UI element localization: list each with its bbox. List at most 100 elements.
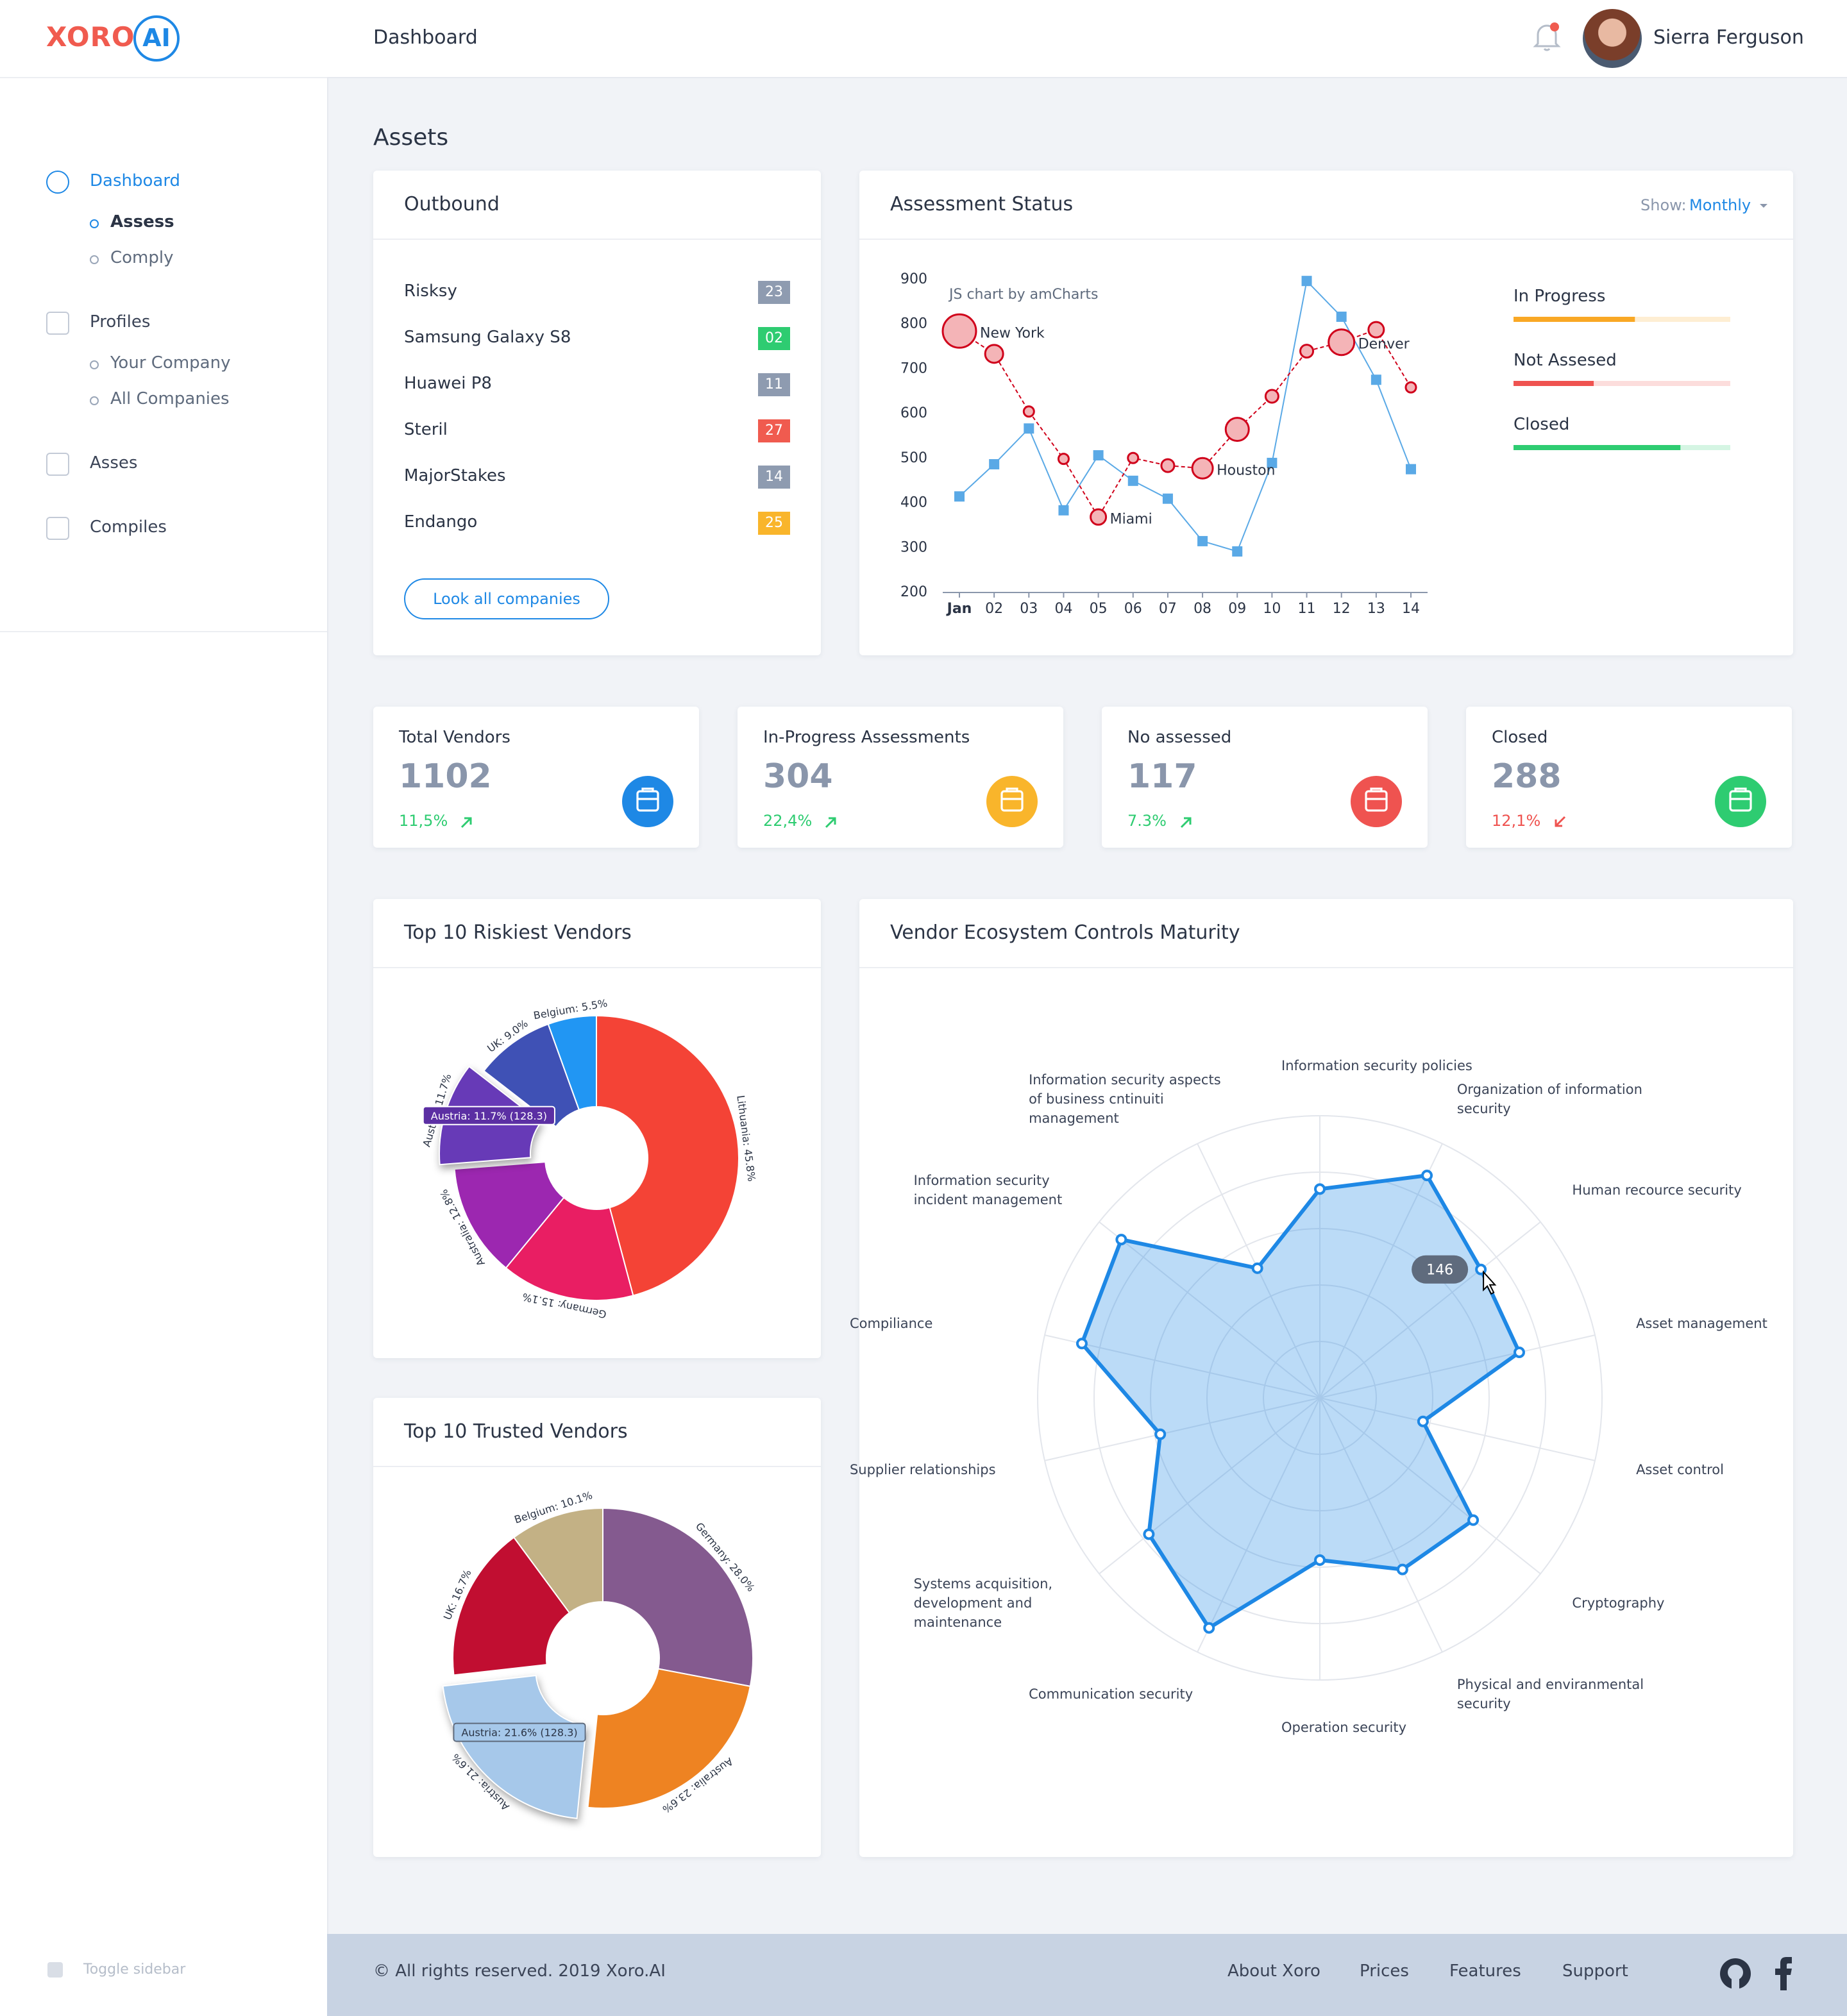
card-title: Top 10 Trusted Vendors bbox=[404, 1420, 628, 1443]
nav-icon bbox=[46, 171, 69, 194]
nav-child[interactable]: Your Company bbox=[110, 354, 231, 373]
logo-badge: AI bbox=[133, 15, 180, 62]
riskiest-card: Top 10 Riskiest Vendors bbox=[373, 899, 821, 1358]
nav-child[interactable]: Assess bbox=[110, 213, 174, 232]
stat-title: Total Vendors bbox=[399, 728, 510, 748]
stat-icon bbox=[1351, 776, 1402, 827]
stat-change: 22,4% bbox=[763, 812, 813, 830]
vendor-badge: 11 bbox=[758, 373, 790, 396]
section-title: Assets bbox=[373, 124, 449, 151]
nav-icon bbox=[46, 517, 69, 540]
axis-label: Physical and enviranmental security bbox=[1456, 1677, 1644, 1713]
footer-link[interactable]: About Xoro bbox=[1227, 1962, 1320, 1981]
filter-value[interactable]: Monthly bbox=[1689, 196, 1751, 214]
stat-card: Closed 288 12,1% bbox=[1466, 707, 1792, 848]
stat-icon bbox=[986, 776, 1038, 827]
card-divider bbox=[859, 967, 1793, 968]
bell-icon[interactable] bbox=[1533, 22, 1561, 53]
nav-child[interactable]: Comply bbox=[110, 249, 174, 268]
radar-card: Vendor Ecosystem Controls Maturity Infor… bbox=[850, 899, 1793, 1857]
nav-item[interactable]: Asses bbox=[90, 454, 138, 473]
axis-label: Asset management bbox=[1636, 1316, 1767, 1332]
axis-label: Cryptography bbox=[1572, 1595, 1665, 1611]
toggle-icon[interactable] bbox=[47, 1962, 63, 1978]
card-divider bbox=[859, 239, 1793, 240]
legend-label: In Progress bbox=[1514, 287, 1606, 307]
stat-value: 304 bbox=[763, 758, 833, 796]
vendor-name: MajorStakes bbox=[404, 467, 506, 486]
trend-arrow bbox=[460, 817, 472, 828]
github-icon[interactable] bbox=[1719, 1957, 1752, 1990]
nav-item[interactable]: Dashboard bbox=[90, 172, 181, 191]
card-divider bbox=[373, 967, 821, 968]
stat-card: Total Vendors 1102 11,5% bbox=[373, 707, 699, 848]
stat-change: 12,1% bbox=[1492, 812, 1541, 830]
assessment-card: Assessment Status Show: Monthly In Progr… bbox=[859, 171, 1793, 655]
vendor-name: Risksy bbox=[404, 282, 457, 301]
axis-label: Supplier relationships bbox=[849, 1463, 996, 1479]
stat-title: In-Progress Assessments bbox=[763, 728, 970, 748]
vendor-badge: 02 bbox=[758, 327, 790, 350]
stat-icon bbox=[1715, 776, 1766, 827]
stat-card: In-Progress Assessments 304 22,4% bbox=[738, 707, 1063, 848]
nav-bullet bbox=[90, 255, 99, 264]
copyright: © All rights reserved. 2019 Xoro.AI bbox=[373, 1962, 666, 1981]
nav-icon bbox=[46, 453, 69, 476]
card-title: Top 10 Riskiest Vendors bbox=[404, 921, 632, 944]
axis-label: Human recource security bbox=[1572, 1183, 1742, 1199]
axis-label: Information security policies bbox=[1281, 1059, 1472, 1074]
vendor-badge: 27 bbox=[758, 419, 790, 442]
stat-value: 117 bbox=[1127, 758, 1197, 796]
stat-change: 11,5% bbox=[399, 812, 448, 830]
vendor-name: Samsung Galaxy S8 bbox=[404, 328, 571, 348]
top-bar: Dashboard Sierra Ferguson bbox=[327, 0, 1847, 78]
sidebar: XORO AI Dashboard Assess Comply Profiles You… bbox=[0, 0, 328, 2016]
axis-label: Information security aspects of business… bbox=[1029, 1072, 1221, 1127]
nav-item[interactable]: Compiles bbox=[90, 518, 167, 537]
nav-child[interactable]: All Companies bbox=[110, 390, 230, 409]
vendor-name: Endango bbox=[404, 513, 478, 532]
avatar[interactable] bbox=[1583, 9, 1642, 68]
nav-bullet bbox=[90, 396, 99, 405]
legend-label: Closed bbox=[1514, 416, 1570, 435]
axis-label: Operation security bbox=[1281, 1720, 1407, 1736]
footer-link[interactable]: Support bbox=[1562, 1962, 1628, 1981]
facebook-icon[interactable] bbox=[1774, 1956, 1794, 1992]
nav-bullet bbox=[90, 219, 99, 228]
card-title: Outbound bbox=[404, 192, 500, 215]
stat-title: No assessed bbox=[1127, 728, 1232, 748]
trend-arrow bbox=[1180, 817, 1192, 828]
stat-change: 7.3% bbox=[1127, 812, 1167, 830]
toggle-sidebar[interactable]: Toggle sidebar bbox=[83, 1961, 186, 1978]
look-all-button[interactable]: Look all companies bbox=[404, 578, 609, 619]
nav-item[interactable]: Profiles bbox=[90, 313, 151, 332]
footer: © All rights reserved. 2019 Xoro.AI Abou… bbox=[327, 1934, 1847, 2016]
footer-link[interactable]: Features bbox=[1449, 1962, 1521, 1981]
trend-arrow bbox=[1555, 816, 1566, 827]
vendor-badge: 14 bbox=[758, 466, 790, 489]
user-name[interactable]: Sierra Ferguson bbox=[1653, 26, 1804, 49]
axis-label: Information security incident management bbox=[913, 1173, 1063, 1209]
divider bbox=[0, 631, 327, 632]
legend-label: Not Assesed bbox=[1514, 351, 1617, 371]
stat-value: 288 bbox=[1492, 758, 1562, 796]
vendor-name: Huawei P8 bbox=[404, 374, 492, 394]
stat-card: No assessed 117 7.3% bbox=[1102, 707, 1428, 848]
page-title: Dashboard bbox=[373, 26, 478, 49]
dropdown-caret[interactable] bbox=[1758, 203, 1769, 210]
axis-label: Organization of information security bbox=[1456, 1082, 1642, 1117]
stat-title: Closed bbox=[1492, 728, 1548, 748]
logo-text: XORO bbox=[46, 22, 135, 53]
logo-area: XORO AI bbox=[0, 0, 327, 78]
axis-label: Compiliance bbox=[849, 1316, 933, 1332]
card-title: Assessment Status bbox=[890, 192, 1074, 215]
axis-label: Asset control bbox=[1636, 1463, 1724, 1479]
vendor-badge: 25 bbox=[758, 512, 790, 535]
card-divider bbox=[373, 1466, 821, 1467]
footer-link[interactable]: Prices bbox=[1360, 1962, 1409, 1981]
axis-label: Communication security bbox=[1029, 1687, 1193, 1703]
vendor-badge: 23 bbox=[758, 281, 790, 304]
